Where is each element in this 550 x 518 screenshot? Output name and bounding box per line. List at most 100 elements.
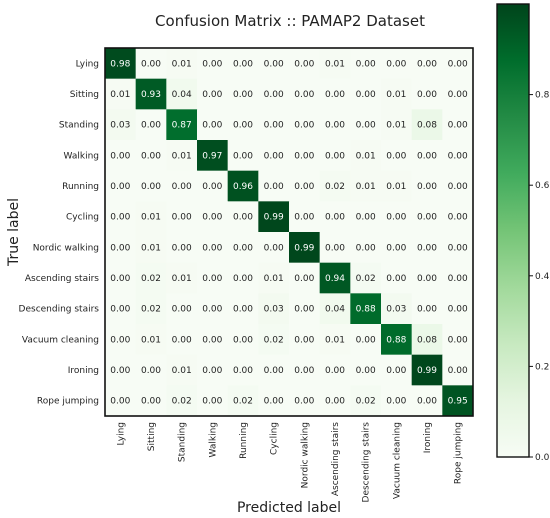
heatmap-cell xyxy=(105,385,137,417)
heatmap-cell xyxy=(227,324,259,356)
cell-value-label: 0.00 xyxy=(417,90,437,100)
heatmap-cells: 0.98 0.00 0.01 0.00 0.00 0.00 0.00 0.01 0.00 0.00… xyxy=(105,48,474,417)
cell-value-label: 0.00 xyxy=(386,151,406,161)
heatmap-cell xyxy=(350,109,382,141)
heatmap-cell xyxy=(442,385,474,417)
heatmap-cell xyxy=(289,109,321,141)
heatmap-cell xyxy=(227,109,259,141)
heatmap-cell xyxy=(442,232,474,264)
cell-value-label: 0.98 xyxy=(110,59,130,69)
cell-value-label: 0.95 xyxy=(448,397,468,407)
heatmap-cell xyxy=(197,170,229,202)
x-tick-label: Vacuum cleaning xyxy=(392,422,402,499)
heatmap-cell xyxy=(319,293,351,325)
cell-value-label: 0.01 xyxy=(172,59,192,69)
x-tick-label: Ironing xyxy=(423,422,433,453)
heatmap-cell xyxy=(319,170,351,202)
heatmap-cell xyxy=(135,354,167,386)
heatmap-cell xyxy=(319,354,351,386)
cell-value-label: 0.00 xyxy=(386,213,406,223)
heatmap-cell xyxy=(319,78,351,110)
cell-value-label: 0.93 xyxy=(141,90,161,100)
heatmap-cell xyxy=(289,48,321,80)
cell-value-label: 0.00 xyxy=(233,243,253,253)
heatmap-cell xyxy=(289,293,321,325)
cell-value-label: 0.00 xyxy=(202,366,222,376)
cell-value-label: 0.01 xyxy=(264,274,284,284)
cell-value-label: 0.00 xyxy=(233,151,253,161)
x-tick-label: Ascending stairs xyxy=(331,422,341,496)
heatmap-cell xyxy=(258,232,290,264)
heatmap-cell xyxy=(258,109,290,141)
heatmap-cell xyxy=(411,385,443,417)
heatmap-cell xyxy=(411,78,443,110)
cell-value-label: 0.96 xyxy=(233,182,253,192)
chart-title: Confusion Matrix :: PAMAP2 Dataset xyxy=(155,12,425,30)
cell-value-label: 0.03 xyxy=(110,121,130,131)
cell-value-label: 0.00 xyxy=(202,243,222,253)
cell-value-label: 0.00 xyxy=(110,305,130,315)
cell-value-label: 0.88 xyxy=(356,305,376,315)
cell-value-label: 0.00 xyxy=(417,397,437,407)
heatmap-cell xyxy=(258,140,290,172)
cell-value-label: 0.00 xyxy=(264,182,284,192)
heatmap-cell xyxy=(350,140,382,172)
heatmap-cell xyxy=(350,262,382,294)
heatmap-border xyxy=(104,47,474,417)
heatmap-cell xyxy=(258,262,290,294)
cell-value-label: 0.00 xyxy=(294,397,314,407)
cell-value-label: 0.00 xyxy=(110,335,130,345)
cell-value-label: 0.00 xyxy=(264,59,284,69)
y-tick-label: Rope jumping xyxy=(37,397,99,407)
heatmap-cell xyxy=(350,48,382,80)
heatmap-cell xyxy=(166,109,198,141)
cell-value-label: 0.00 xyxy=(202,213,222,223)
x-tick-label: Cycling xyxy=(270,422,280,455)
heatmap-cell xyxy=(227,385,259,417)
cell-value-label: 0.00 xyxy=(417,213,437,223)
cell-value-label: 0.02 xyxy=(264,335,284,345)
cell-value-label: 0.00 xyxy=(202,335,222,345)
heatmap-cell xyxy=(166,140,198,172)
heatmap-cell xyxy=(105,354,137,386)
cell-value-label: 0.00 xyxy=(448,243,468,253)
heatmap-cell xyxy=(381,293,413,325)
heatmap-cell xyxy=(166,324,198,356)
heatmap-cell xyxy=(258,293,290,325)
cell-value-label: 0.00 xyxy=(325,243,345,253)
cell-value-label: 0.00 xyxy=(294,305,314,315)
cell-value-label: 0.04 xyxy=(325,305,345,315)
heatmap-cell xyxy=(166,170,198,202)
heatmap-cell xyxy=(258,354,290,386)
cell-value-label: 0.00 xyxy=(202,305,222,315)
heatmap-cell xyxy=(442,48,474,80)
cell-value-label: 0.03 xyxy=(386,305,406,315)
heatmap-cell xyxy=(135,232,167,264)
heatmap-cell xyxy=(411,48,443,80)
cell-value-label: 0.00 xyxy=(233,305,253,315)
cell-value-label: 0.00 xyxy=(110,182,130,192)
heatmap-cell xyxy=(442,140,474,172)
cell-value-label: 0.01 xyxy=(356,182,376,192)
cell-value-label: 0.00 xyxy=(448,274,468,284)
heatmap-cell xyxy=(135,262,167,294)
cell-value-label: 0.00 xyxy=(202,90,222,100)
colorbar-tick-label: 0.2 xyxy=(535,362,549,372)
heatmap-cell xyxy=(381,78,413,110)
cell-value-label: 0.00 xyxy=(386,243,406,253)
heatmap-cell xyxy=(258,385,290,417)
cell-value-label: 0.00 xyxy=(386,366,406,376)
cell-value-label: 0.02 xyxy=(233,397,253,407)
heatmap-cell xyxy=(227,354,259,386)
cell-value-label: 0.00 xyxy=(141,397,161,407)
heatmap-cell xyxy=(227,232,259,264)
x-tick-label: Lying xyxy=(116,422,126,445)
cell-value-label: 0.02 xyxy=(141,274,161,284)
cell-value-label: 0.00 xyxy=(264,397,284,407)
heatmap-cell xyxy=(381,109,413,141)
heatmap-cell xyxy=(411,201,443,233)
heatmap-cell xyxy=(135,324,167,356)
cell-value-label: 0.00 xyxy=(294,90,314,100)
cell-value-label: 0.00 xyxy=(264,243,284,253)
